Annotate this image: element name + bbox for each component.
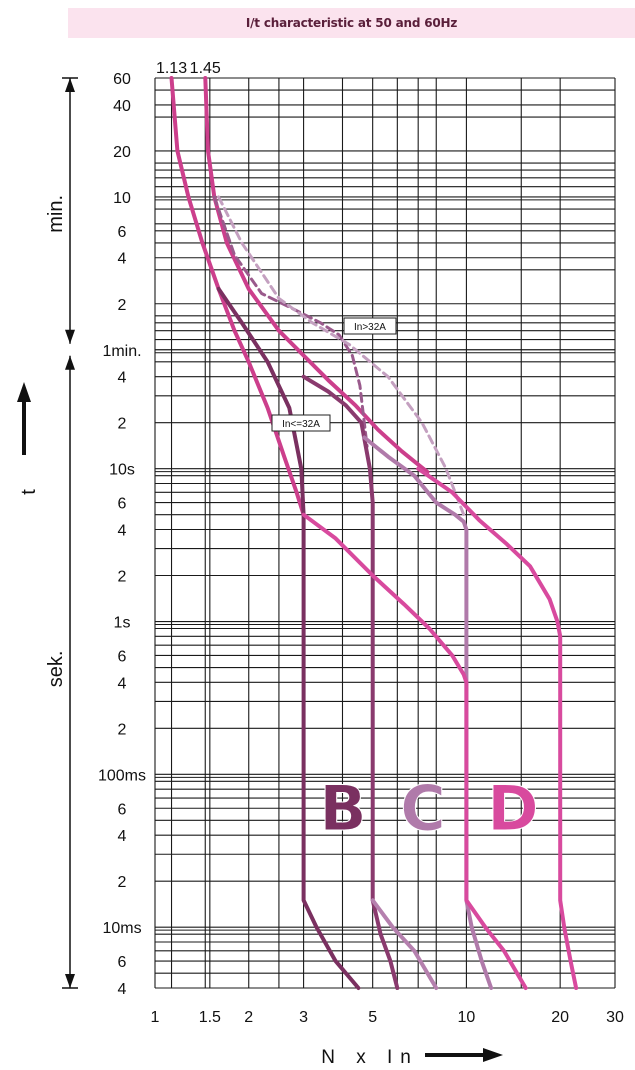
- y-tick-label: 4: [118, 251, 127, 268]
- curve-letter-b: B: [319, 772, 366, 845]
- curve-b: [216, 286, 361, 990]
- annotation-box: [271, 414, 331, 432]
- y-tick-label: 10: [113, 190, 131, 207]
- x-tick-label: 30: [606, 1009, 624, 1026]
- y-tick-label: 4: [118, 523, 127, 540]
- y-tick-label: 40: [113, 98, 131, 115]
- y-tick-label: 2: [118, 569, 127, 586]
- curve-d-lower: [301, 512, 528, 990]
- y-tick-label: 2: [118, 721, 127, 738]
- x-tick-label: 3: [299, 1009, 308, 1026]
- x-tick-label: 1: [151, 1009, 160, 1026]
- annotation-box: [343, 317, 397, 335]
- curve-letter-c: C: [400, 772, 446, 845]
- y-tick-label: 6: [118, 224, 127, 241]
- curve-b-upper: [301, 374, 400, 990]
- top-marker-label: 1.13: [156, 60, 187, 77]
- curve-c-lower: [370, 898, 439, 990]
- y-tick-label: 1s: [114, 615, 131, 632]
- curve-c: [362, 435, 494, 990]
- x-axis-label: N x In: [321, 1047, 419, 1068]
- arrow-up-icon: [65, 78, 75, 92]
- y-tick-label: 6: [118, 801, 127, 818]
- y-tick-label: 4: [118, 370, 127, 387]
- unit-label-min: min.: [45, 195, 67, 233]
- curve-upper-limit: [203, 76, 430, 475]
- curve-letter-d: D: [487, 772, 538, 845]
- top-marker-label: 1.45: [190, 60, 221, 77]
- arrow-up-icon: [65, 355, 75, 370]
- annotation-label: In<=32A: [282, 419, 320, 430]
- curve-lower-limit: [169, 76, 306, 517]
- y-tick-label: 6: [118, 648, 127, 665]
- y-axis-label: t: [18, 489, 40, 495]
- arrow-down-icon: [65, 329, 75, 344]
- y-axis-arrow-icon: [17, 382, 31, 402]
- y-tick-label: 4: [118, 981, 127, 998]
- y-tick-label: 2: [118, 297, 127, 314]
- y-tick-label: 20: [113, 144, 131, 161]
- x-tick-label: 1.5: [199, 1009, 221, 1026]
- y-tick-label: 4: [118, 675, 127, 692]
- curve-upper-limit-dashed-c: [217, 195, 466, 517]
- y-tick-label: 6: [118, 954, 127, 971]
- chart-title: I/t characteristic at 50 and 60Hz: [68, 8, 635, 38]
- x-tick-label: 10: [458, 1009, 476, 1026]
- y-tick-label: 2: [118, 416, 127, 433]
- arrow-down-icon: [65, 974, 75, 988]
- x-tick-label: 2: [244, 1009, 253, 1026]
- curve-d: [416, 466, 579, 990]
- x-tick-label: 20: [551, 1009, 569, 1026]
- y-tick-label: 1min.: [102, 343, 141, 360]
- curve-upper-limit-dashed-in-32a: [212, 195, 369, 448]
- y-tick-label: 6: [118, 496, 127, 513]
- y-tick-label: 10s: [109, 462, 135, 479]
- y-tick-label: 60: [113, 71, 131, 88]
- y-tick-label: 10ms: [102, 920, 141, 937]
- x-tick-label: 5: [368, 1009, 377, 1026]
- y-tick-label: 4: [118, 828, 127, 845]
- annotation-label: In>32A: [354, 322, 386, 333]
- x-axis-arrow-icon: [483, 1048, 503, 1062]
- y-tick-label: 2: [118, 874, 127, 891]
- y-tick-label: 100ms: [98, 767, 146, 784]
- unit-label-sek: sek.: [45, 651, 67, 688]
